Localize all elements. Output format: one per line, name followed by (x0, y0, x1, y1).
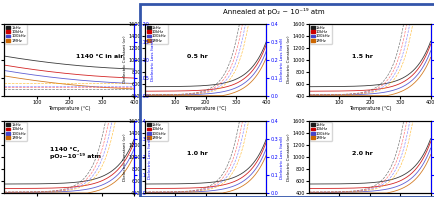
Y-axis label: Dielectric Constant (εr): Dielectric Constant (εr) (286, 36, 290, 84)
Y-axis label: Dielectric Constant (εr): Dielectric Constant (εr) (122, 36, 126, 84)
X-axis label: Temperature (°C): Temperature (°C) (184, 106, 226, 111)
Text: 1140 °C in air: 1140 °C in air (76, 54, 123, 59)
X-axis label: Temperature (°C): Temperature (°C) (48, 106, 90, 111)
Y-axis label: Dielectric Constant (εr): Dielectric Constant (εr) (286, 133, 290, 181)
Legend: 1kHz, 10kHz, 100kHz, 1MHz: 1kHz, 10kHz, 100kHz, 1MHz (309, 122, 331, 141)
Legend: 1kHz, 10kHz, 100kHz, 1MHz: 1kHz, 10kHz, 100kHz, 1MHz (5, 24, 27, 44)
Legend: 1kHz, 10kHz, 100kHz, 1MHz: 1kHz, 10kHz, 100kHz, 1MHz (309, 24, 331, 44)
Text: 1140 °C,
pO₂~10⁻¹⁹ atm: 1140 °C, pO₂~10⁻¹⁹ atm (50, 147, 101, 159)
Y-axis label: Dielectric Loss (tanδ): Dielectric Loss (tanδ) (279, 38, 283, 81)
Text: 1.5 hr: 1.5 hr (351, 54, 372, 59)
Legend: 1kHz, 10kHz, 100kHz, 1MHz: 1kHz, 10kHz, 100kHz, 1MHz (145, 24, 167, 44)
X-axis label: Temperature (°C): Temperature (°C) (348, 106, 390, 111)
Text: 2.0 hr: 2.0 hr (351, 151, 372, 156)
Y-axis label: Dielectric Loss (tanδ): Dielectric Loss (tanδ) (151, 38, 155, 81)
Y-axis label: Dielectric Loss (tanδ): Dielectric Loss (tanδ) (147, 135, 151, 179)
Legend: 1kHz, 10kHz, 100kHz, 1MHz: 1kHz, 10kHz, 100kHz, 1MHz (145, 122, 167, 141)
Y-axis label: Dielectric Loss (tanδ): Dielectric Loss (tanδ) (279, 135, 283, 179)
Text: 1.0 hr: 1.0 hr (187, 151, 207, 156)
Text: Annealed at pO₂ ~ 10⁻¹⁹ atm: Annealed at pO₂ ~ 10⁻¹⁹ atm (223, 8, 324, 15)
Y-axis label: Dielectric Constant (εr): Dielectric Constant (εr) (122, 133, 126, 181)
Text: 0.5 hr: 0.5 hr (187, 54, 207, 59)
Legend: 1kHz, 10kHz, 100kHz, 1MHz: 1kHz, 10kHz, 100kHz, 1MHz (5, 122, 27, 141)
